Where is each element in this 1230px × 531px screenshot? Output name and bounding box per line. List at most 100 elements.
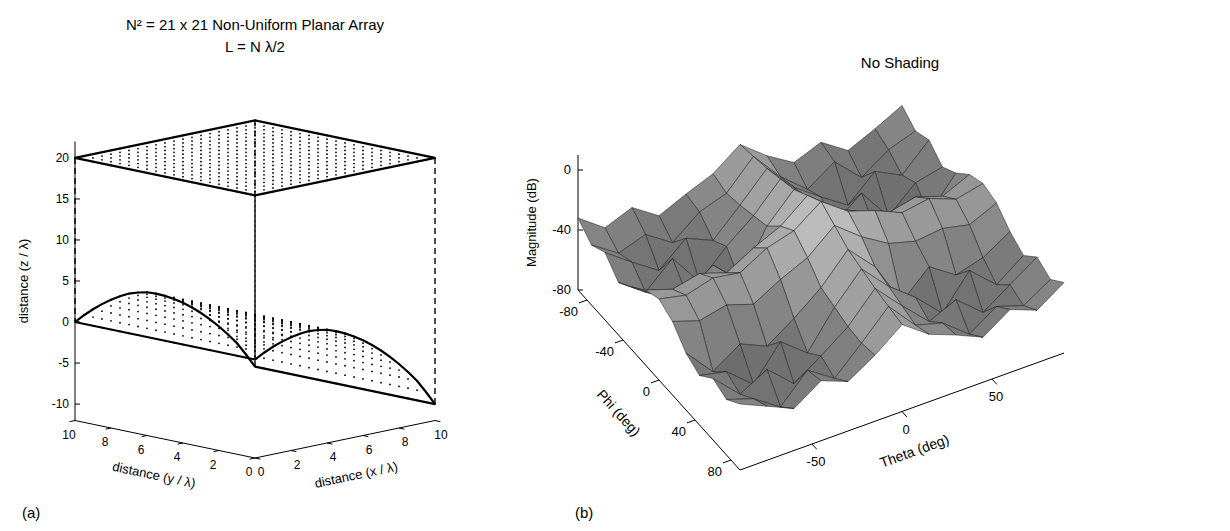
bottom-element xyxy=(299,324,301,326)
bottom-element xyxy=(137,326,139,328)
bottom-element xyxy=(263,322,265,324)
bottom-element xyxy=(146,306,148,308)
bottom-element xyxy=(209,310,211,312)
surface-cell xyxy=(862,307,903,356)
bottom-element xyxy=(281,321,283,323)
top-element xyxy=(110,153,112,155)
top-element xyxy=(209,148,211,150)
top-element xyxy=(353,163,355,165)
bottom-element xyxy=(200,324,202,326)
x-axis-title: distance (x / λ) xyxy=(313,459,399,491)
top-element xyxy=(317,163,319,165)
bottom-element xyxy=(362,342,364,344)
top-element xyxy=(272,153,274,155)
bottom-element xyxy=(263,337,265,339)
top-element xyxy=(218,180,220,182)
bottom-element xyxy=(173,307,175,309)
bottom-element xyxy=(398,385,400,387)
top-element xyxy=(362,161,364,163)
y-tick xyxy=(70,421,75,422)
top-element xyxy=(191,174,193,176)
top-element xyxy=(344,172,346,174)
top-element xyxy=(371,148,373,150)
top-element xyxy=(128,165,130,167)
bottom-element xyxy=(299,342,301,344)
y-tick xyxy=(178,443,183,444)
top-element xyxy=(308,165,310,167)
bottom-element xyxy=(263,325,265,327)
top-element xyxy=(182,150,184,152)
surface xyxy=(578,106,1064,409)
top-element xyxy=(245,155,247,157)
top-element xyxy=(308,176,310,178)
bottom-element xyxy=(263,341,265,343)
top-element xyxy=(254,153,256,155)
top-element xyxy=(290,153,292,155)
bottom-element xyxy=(245,331,247,333)
top-element xyxy=(380,150,382,152)
top-element xyxy=(281,166,283,168)
bottom-element xyxy=(299,349,301,351)
y-tick xyxy=(687,420,695,423)
bottom-element xyxy=(335,372,337,374)
top-element xyxy=(308,142,310,144)
top-element xyxy=(236,168,238,170)
top-element xyxy=(335,140,337,142)
top-element xyxy=(245,181,247,183)
bottom-element xyxy=(308,367,310,369)
y-tick-label: 8 xyxy=(102,435,109,449)
top-element xyxy=(155,144,157,146)
top-element xyxy=(362,146,364,148)
top-element xyxy=(290,146,292,148)
bottom-element xyxy=(182,320,184,322)
top-element xyxy=(263,170,265,172)
top-element xyxy=(254,183,256,185)
top-element xyxy=(299,159,301,161)
top-element xyxy=(335,174,337,176)
top-element xyxy=(218,183,220,185)
top-element xyxy=(254,138,256,140)
top-element xyxy=(209,159,211,161)
bottom-element xyxy=(353,354,355,356)
bottom-element xyxy=(164,323,166,325)
top-element xyxy=(290,172,292,174)
top-element xyxy=(245,133,247,135)
bottom-element xyxy=(281,325,283,327)
bottom-element xyxy=(191,304,193,306)
top-element xyxy=(164,153,166,155)
surface-cell xyxy=(1024,280,1065,311)
top-element xyxy=(353,148,355,150)
top-element xyxy=(236,146,238,148)
bottom-element xyxy=(308,344,310,346)
top-element xyxy=(191,166,193,168)
top-element xyxy=(272,187,274,189)
top-element xyxy=(245,151,247,153)
bottom-element xyxy=(164,300,166,302)
x-tick xyxy=(327,443,332,444)
top-element xyxy=(236,153,238,155)
bottom-edge-line xyxy=(75,322,255,360)
top-element xyxy=(182,146,184,148)
bottom-element xyxy=(200,331,202,333)
top-element xyxy=(164,157,166,159)
surface-cell xyxy=(835,343,876,381)
top-element xyxy=(263,136,265,138)
top-element xyxy=(182,142,184,144)
top-element xyxy=(362,157,364,159)
bottom-element xyxy=(335,334,337,336)
top-element xyxy=(254,146,256,148)
top-element xyxy=(173,151,175,153)
top-element xyxy=(191,136,193,138)
bottom-element xyxy=(362,369,364,371)
bottom-element xyxy=(263,325,265,327)
top-element xyxy=(254,142,256,144)
y-tick-label: 80 xyxy=(708,464,722,479)
bottom-element xyxy=(92,316,94,318)
bottom-element xyxy=(236,311,238,313)
bottom-element xyxy=(272,327,274,329)
z-tick xyxy=(75,198,80,199)
top-element xyxy=(362,168,364,170)
bottom-element xyxy=(290,327,292,329)
bottom-element xyxy=(128,303,130,305)
bottom-element xyxy=(389,384,391,386)
